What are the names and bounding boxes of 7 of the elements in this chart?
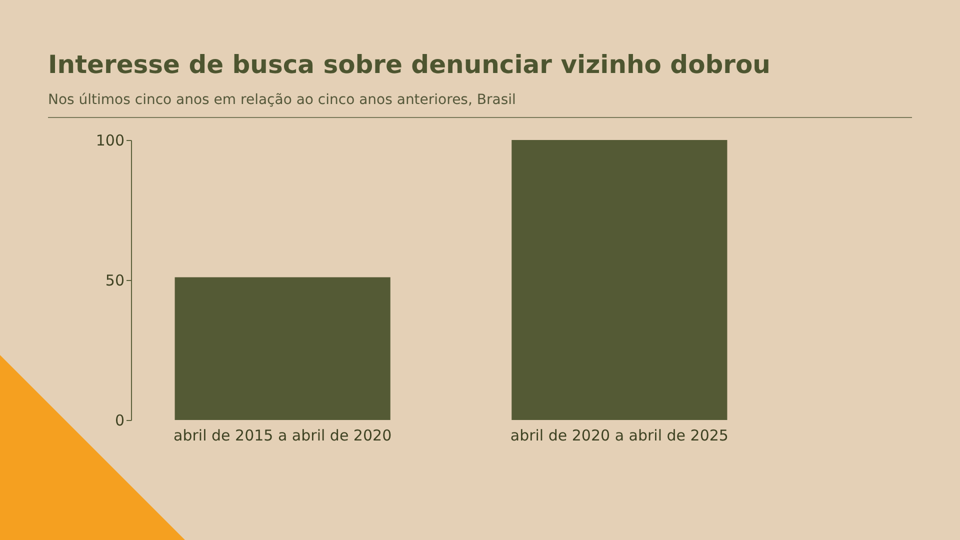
chart-title: Interesse de busca sobre denunciar vizinho dobrou [48,50,770,79]
y-tick-label: 100 [96,132,124,150]
x-tick-label: abril de 2015 a abril de 2020 [174,426,392,444]
y-tick-label: 0 [114,412,124,430]
x-tick-label: abril de 2020 a abril de 2025 [510,426,728,444]
chart-subtitle: Nos últimos cinco anos em relação ao cinco anos anteriores, Brasil [48,92,516,108]
y-tick-label: 50 [105,272,124,290]
